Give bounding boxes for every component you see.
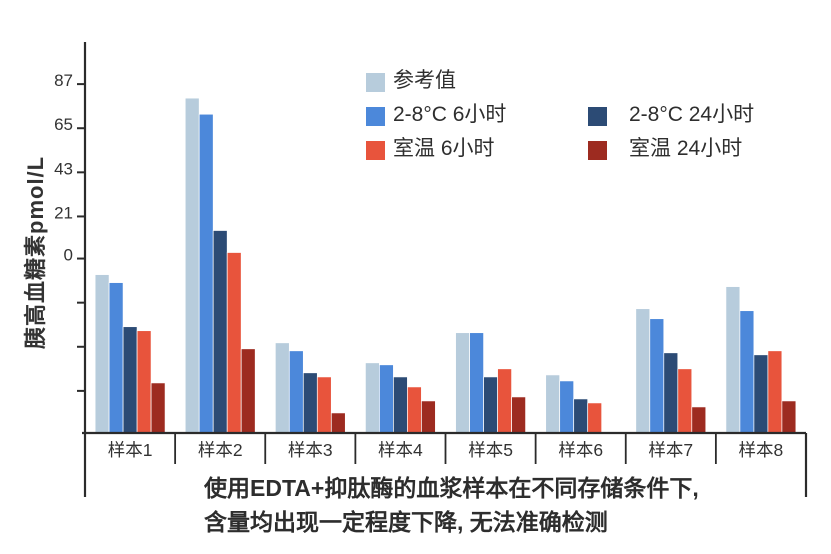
legend-item-cold-24h: 2-8°C 24小时 [588,96,754,130]
bar-series2-sample1 [108,282,124,434]
legend-item-room-6h: 室温 6小时 [366,130,506,164]
bar-series4-sample6 [587,402,603,434]
caption-line-1: 使用EDTA+抑肽酶的血浆样本在不同存储条件下, [204,475,699,501]
bar-series4-sample2 [226,252,242,434]
bar-series1-sample1 [94,274,110,434]
y-axis-tick-label: 43 [54,159,73,178]
legend-swatch-cold-24h [588,106,607,126]
bar-series5-sample4 [421,400,436,434]
bar-series4-sample8 [767,350,783,434]
x-category-label: 样本2 [198,440,243,460]
legend-label-room-6h: 室温 6小时 [393,137,495,160]
x-category-label: 样本8 [739,440,784,460]
bar-series5-sample5 [511,396,526,434]
y-axis-tick-label: 65 [54,115,73,134]
bar-series2-sample3 [288,350,304,434]
bar-series5-sample3 [330,412,346,434]
bar-series2-sample7 [649,318,665,434]
bar-series1-sample8 [725,286,741,434]
bar-series2-sample5 [469,332,484,434]
legend-column-1: 参考值 2-8°C 6小时 室温 6小时 [366,62,506,164]
bar-series2-sample6 [559,380,575,434]
x-category-label: 样本4 [378,440,423,460]
bar-series1-sample3 [274,342,290,434]
legend-item-reference: 参考值 [366,62,506,96]
bar-series3-sample4 [393,376,408,434]
bar-series4-sample3 [316,376,332,434]
bar-series3-sample7 [663,352,679,434]
bar-series4-sample1 [136,330,152,434]
legend-swatch-room-6h [366,140,385,160]
bar-series3-sample3 [302,372,318,434]
bar-series5-sample2 [240,348,256,434]
bar-series4-sample5 [497,368,512,434]
bar-series5-sample8 [781,400,797,434]
bar-series5-sample1 [150,382,166,434]
y-axis-tick-label: 87 [54,71,73,90]
bar-series3-sample1 [122,326,138,434]
legend-swatch-reference [366,72,385,92]
bar-series3-sample8 [753,354,769,434]
caption: 使用EDTA+抑肽酶的血浆样本在不同存储条件下, 含量均出现一定程度下降, 无法… [204,471,699,539]
bar-series3-sample2 [212,230,228,434]
bar-series1-sample6 [545,374,561,434]
y-axis-tick-label: 0 [64,246,73,265]
y-axis-tick-label: 21 [54,203,73,222]
x-category-label: 样本3 [288,440,333,460]
bar-series1-sample4 [365,362,380,434]
bar-series1-sample2 [184,97,200,434]
legend-swatch-room-24h [588,140,607,160]
x-category-label: 样本6 [558,440,603,460]
bar-series2-sample8 [739,310,755,434]
bar-series4-sample4 [407,386,422,434]
x-category-label: 样本5 [468,440,513,460]
legend-column-2: 2-8°C 24小时 室温 24小时 [588,96,754,164]
bar-series2-sample2 [198,113,214,434]
y-axis-label: 胰高血糖素pmol/L [23,155,48,349]
bar-series4-sample7 [677,368,693,434]
bar-series5-sample7 [691,406,707,434]
legend-label-cold-6h: 2-8°C 6小时 [393,103,507,126]
bar-series3-sample6 [573,398,589,434]
caption-line-2: 含量均出现一定程度下降, 无法准确检测 [204,509,608,535]
legend-label-room-24h: 室温 24小时 [629,137,743,160]
legend-swatch-cold-6h [366,106,385,126]
bar-series1-sample7 [635,308,651,434]
bar-series1-sample5 [455,332,470,434]
bar-series3-sample5 [483,376,498,434]
x-category-label: 样本1 [108,440,153,460]
legend-label-reference: 参考值 [393,69,456,92]
legend-label-cold-24h: 2-8°C 24小时 [629,103,755,126]
bar-series2-sample4 [379,364,394,434]
legend-item-room-24h: 室温 24小时 [588,130,754,164]
legend-item-cold-6h: 2-8°C 6小时 [366,96,506,130]
x-category-label: 样本7 [648,440,693,460]
